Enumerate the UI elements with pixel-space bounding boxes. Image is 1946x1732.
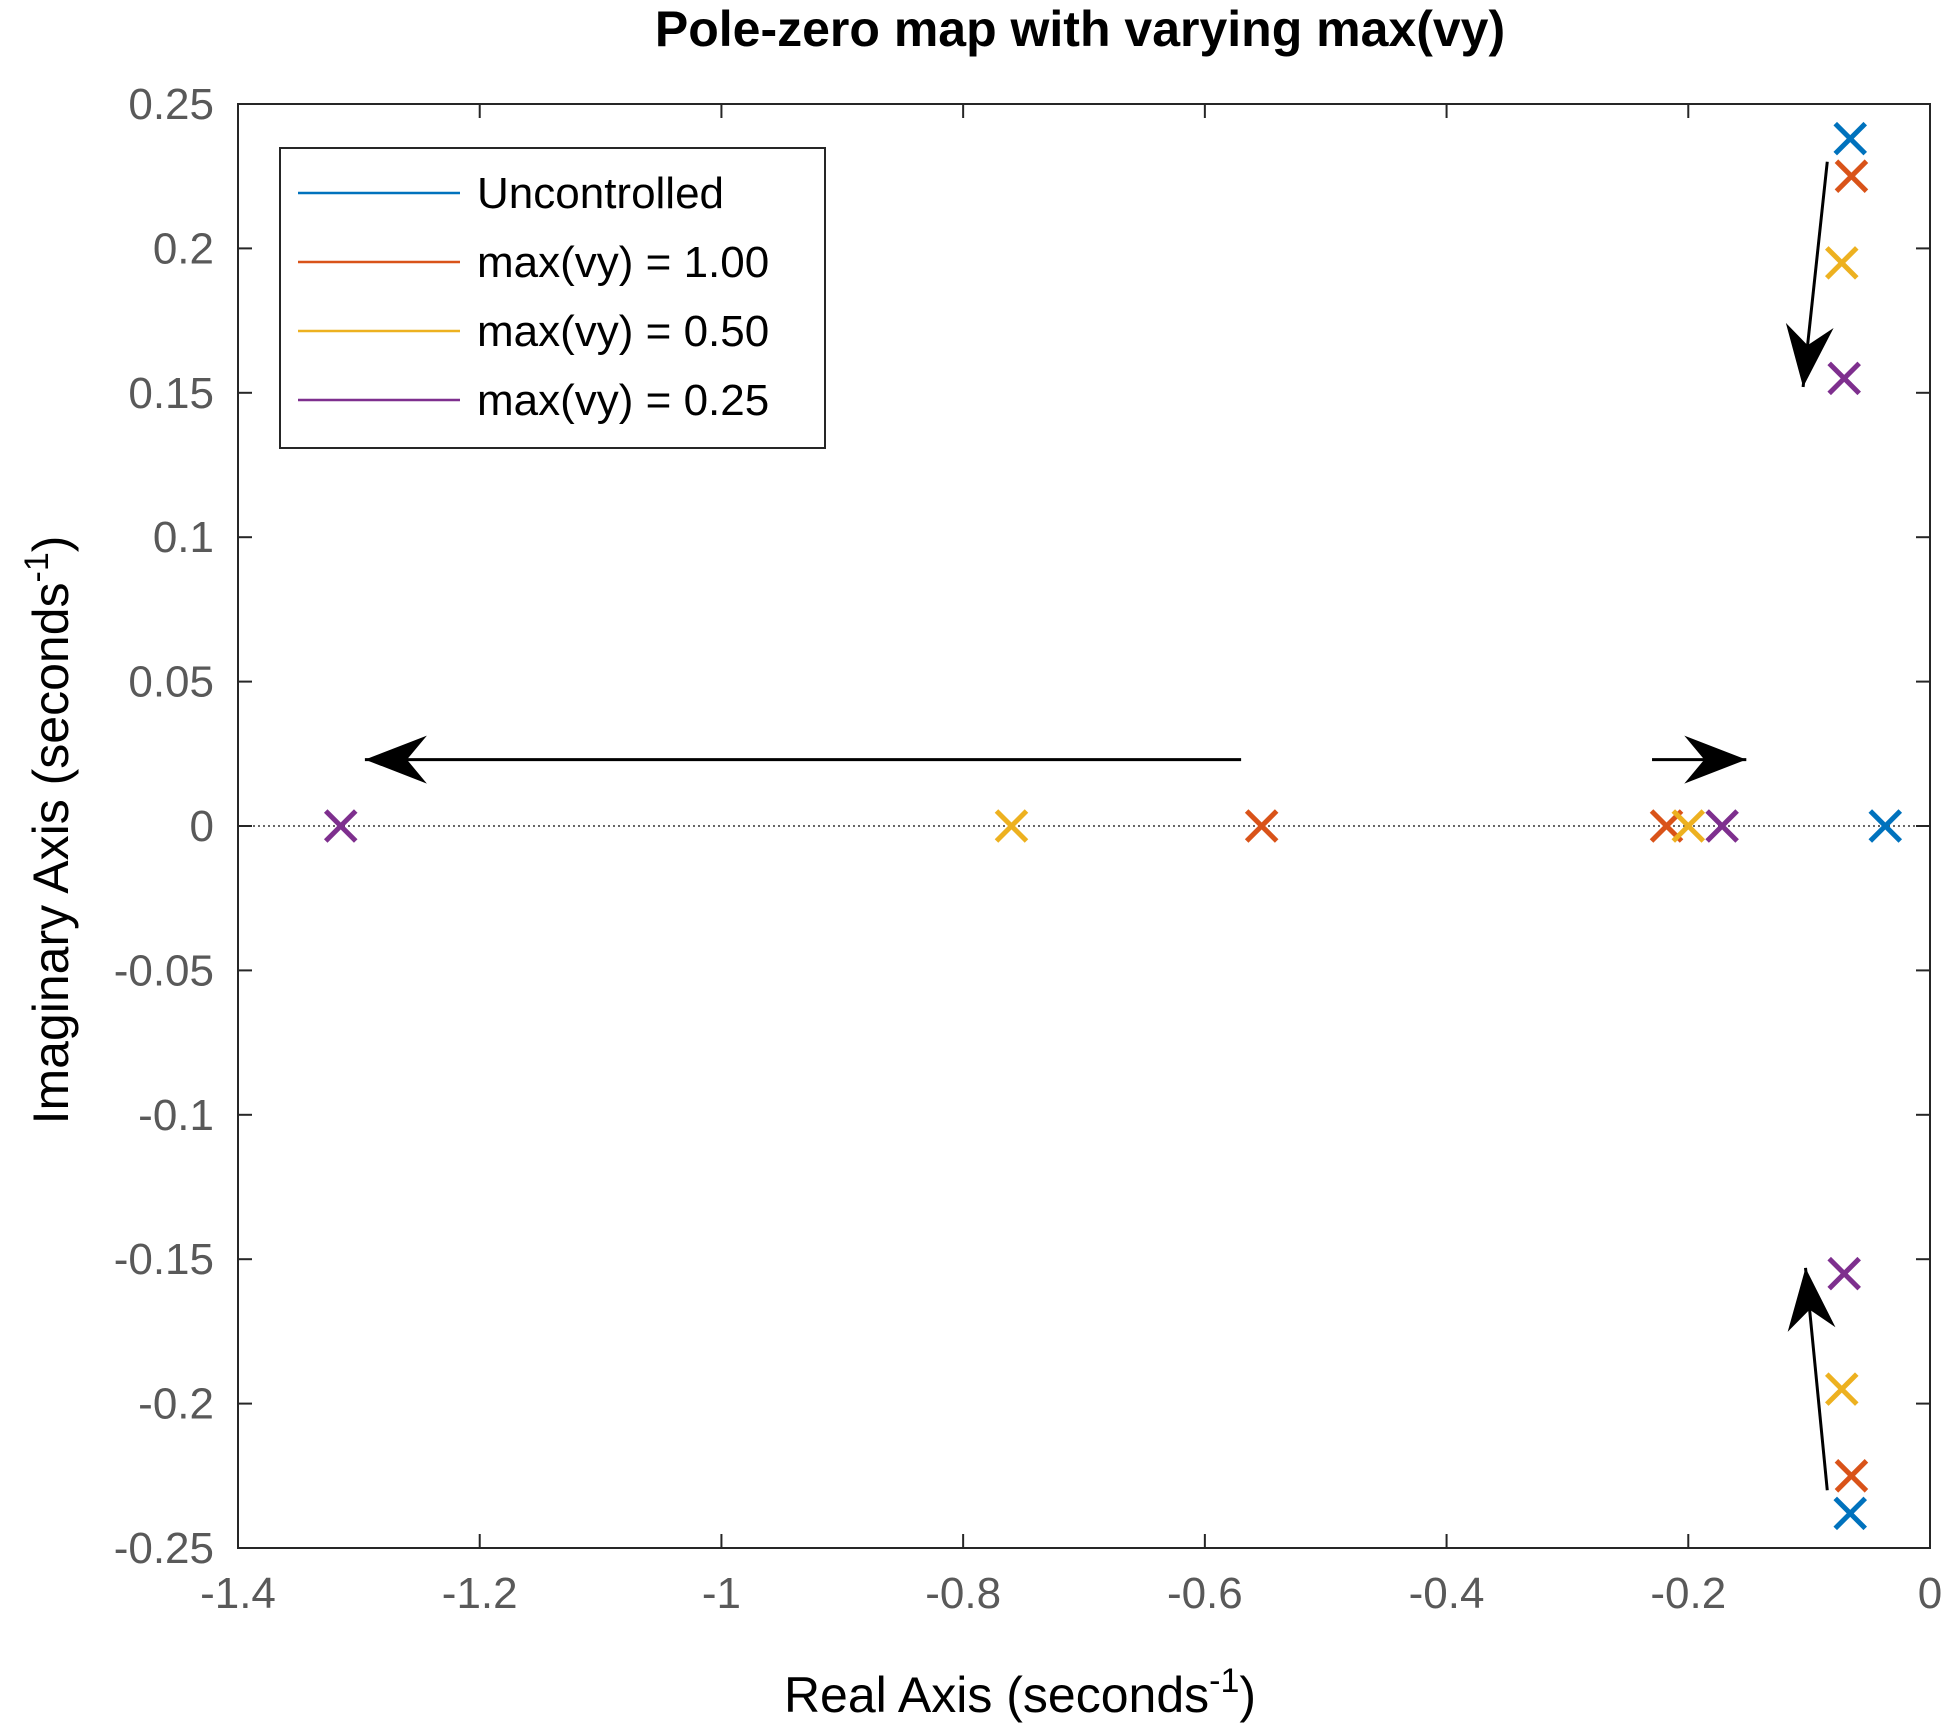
legend-box: [279, 147, 826, 449]
arrow-head: [1787, 1267, 1836, 1332]
arrow-head: [364, 735, 427, 784]
x-tick-label: -0.8: [925, 1569, 1001, 1618]
y-tick-label: -0.05: [114, 946, 214, 995]
y-tick-label: -0.15: [114, 1235, 214, 1284]
x-tick-label: -1: [702, 1569, 741, 1618]
x-tick-label: -0.6: [1167, 1569, 1243, 1618]
pole-marker: [1868, 809, 1903, 843]
pole-marker: [1705, 809, 1739, 843]
legend-entry: max(vy) = 0.25: [298, 376, 769, 425]
marker-stroke: [1833, 121, 1868, 156]
arrow-head: [1684, 735, 1747, 784]
arrow: [1785, 161, 1834, 388]
pole-marker: [994, 809, 1029, 843]
y-tick-label: 0.2: [153, 224, 214, 273]
pole-marker: [1827, 1256, 1861, 1291]
y-tick-label: 0: [190, 802, 214, 851]
marker-stroke: [1705, 809, 1739, 843]
annotation-arrows: [364, 161, 1836, 1491]
marker-stroke: [1827, 1256, 1861, 1291]
marker-stroke: [1244, 809, 1279, 843]
legend-entry: Uncontrolled: [298, 169, 724, 218]
legend: Uncontrolled max(vy) = 1.00 max(vy) = 0.50…: [279, 147, 826, 449]
y-tick-label: -0.25: [114, 1524, 214, 1573]
pole-marker: [1671, 809, 1706, 843]
pole-marker: [1834, 159, 1869, 193]
marker-stroke: [1868, 809, 1903, 843]
pole-markers: [323, 121, 1903, 1531]
legend-label: max(vy) = 1.00: [477, 238, 769, 287]
marker-stroke: [323, 809, 358, 843]
pole-marker: [323, 809, 358, 843]
y-axis-title: Imaginary Axis (seconds-1): [18, 536, 79, 1125]
y-tick-label: -0.1: [138, 1091, 214, 1140]
marker-stroke: [1833, 1496, 1868, 1531]
arrow-head: [1785, 322, 1834, 388]
pole-marker: [1825, 246, 1859, 280]
x-tick-label: 0: [1918, 1569, 1942, 1618]
legend-entry: max(vy) = 0.50: [298, 307, 769, 356]
y-tick-label: -0.2: [138, 1380, 214, 1429]
legend-label: Uncontrolled: [477, 169, 724, 218]
chart-title: Pole-zero map with varying max(vy): [655, 1, 1505, 57]
pole-marker: [1833, 1496, 1868, 1531]
pole-marker: [1834, 1459, 1869, 1493]
marker-stroke: [1825, 1372, 1859, 1406]
x-tick-label: -1.2: [442, 1569, 518, 1618]
legend-label: max(vy) = 0.50: [477, 307, 769, 356]
marker-stroke: [1671, 809, 1706, 843]
pole-marker: [1827, 361, 1861, 396]
x-tick-label: -0.2: [1650, 1569, 1726, 1618]
marker-stroke: [1827, 361, 1861, 396]
marker-stroke: [1825, 246, 1859, 280]
marker-stroke: [1834, 159, 1869, 193]
legend-label: max(vy) = 0.25: [477, 376, 769, 425]
marker-stroke: [1834, 1459, 1869, 1493]
marker-stroke: [994, 809, 1029, 843]
pole-marker: [1244, 809, 1279, 843]
x-tick-label: -1.4: [200, 1569, 276, 1618]
y-tick-label: 0.1: [153, 513, 214, 562]
pole-marker: [1825, 1372, 1859, 1406]
arrow: [1652, 735, 1747, 784]
axis-ticks: -1.4 -1.2 -1 -0.8 -0.6 -0.4 -0.2 0 0.25 0.2 0.15 0.…: [114, 80, 1943, 1618]
x-tick-label: -0.4: [1409, 1569, 1485, 1618]
arrow: [364, 735, 1242, 784]
x-axis-title: Real Axis (seconds-1): [784, 1662, 1256, 1723]
y-tick-label: 0.25: [128, 80, 214, 129]
pole-marker: [1833, 121, 1868, 156]
y-tick-label: 0.15: [128, 369, 214, 418]
arrow: [1787, 1267, 1836, 1491]
y-tick-label: 0.05: [128, 658, 214, 707]
legend-entry: max(vy) = 1.00: [298, 238, 769, 287]
